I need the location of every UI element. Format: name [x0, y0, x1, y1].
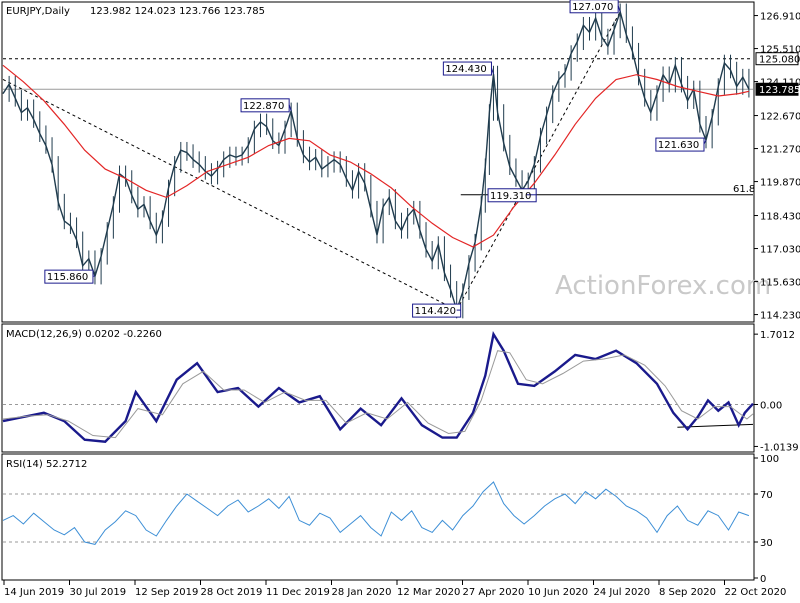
price-ytick-label: 119.870 [760, 178, 800, 189]
price-ytick-label: 122.670 [760, 112, 800, 123]
rsi-ytick-label: 30 [760, 538, 773, 549]
price-annotation-box [655, 137, 705, 152]
macd-ytick-label: -1.0139 [760, 442, 799, 453]
price-annotation-label: 119.310 [490, 191, 531, 202]
price-axis: 126.910125.510124.110122.670121.270119.8… [754, 12, 800, 322]
price-annotation-leader [490, 67, 494, 75]
date-tick-label: 27 Apr 2020 [463, 587, 525, 598]
date-tick-label: 14 Jun 2019 [4, 587, 64, 598]
date-tick-label: 12 Mar 2020 [397, 587, 460, 598]
price-axis-marker-box [755, 52, 799, 66]
price-axis-marker-label: 123.785 [759, 85, 800, 96]
macd-line [2, 330, 754, 443]
price-panel-frame [1, 1, 755, 323]
date-tick-label: 8 Sep 2020 [659, 587, 716, 598]
date-tick-label: 12 Sep 2019 [135, 587, 198, 598]
date-axis: 14 Jun 2019 30 Jul 2019 12 Sep 2019 28 Oct … [3, 580, 787, 598]
price-annotation-label: 114.420 [415, 306, 456, 317]
macd-panel-title: MACD(12,26,9) 0.0202 -0.2260 [6, 329, 162, 340]
moving-average-line [2, 64, 750, 248]
date-tick-label: 30 Jul 2019 [70, 587, 127, 598]
price-annotation-leader [703, 139, 707, 145]
rsi-ytick-label: 0 [760, 574, 766, 585]
date-tick-label: 10 Jun 2020 [528, 587, 588, 598]
rsi-axis: 100 70 30 0 [754, 454, 779, 585]
rsi-ytick-label: 100 [760, 454, 779, 465]
price-annotation-label: 121.630 [658, 140, 699, 151]
watermark: ActionForex.com [555, 271, 771, 301]
rsi-panel-title: RSI(14) 52.2712 [6, 459, 87, 470]
price-ytick-label: 125.510 [760, 45, 800, 56]
price-ytick-label: 121.270 [760, 145, 800, 156]
price-annotation-label: 127.070 [572, 2, 613, 13]
price-layer: 61.8 115.860 122.870 114.420 124.430 119.310 1… [2, 0, 755, 319]
price-ohlc-readout: 123.982 124.023 123.766 123.785 [90, 6, 265, 17]
price-axis-marker-box [755, 82, 799, 96]
price-annotation-label: 115.860 [47, 272, 88, 283]
macd-ytick-label: 1.7012 [760, 330, 795, 341]
fib-level-label: 61.8 [733, 184, 755, 195]
rsi-line [2, 481, 750, 545]
falling-trendline [2, 79, 457, 311]
price-ytick-label: 117.030 [760, 245, 800, 256]
rsi-ytick-label: 70 [760, 490, 773, 501]
date-tick-label: 28 Oct 2019 [201, 587, 263, 598]
price-axis-marker-label: 125.080 [759, 55, 800, 66]
macd-axis: 1.7012 0.00 -1.0139 [754, 330, 799, 453]
date-tick-label: 24 Jul 2020 [594, 587, 651, 598]
signal-line [2, 350, 754, 439]
rsi-panel-frame [1, 453, 755, 581]
price-ytick-label: 118.430 [760, 212, 800, 223]
date-tick-label: 28 Jan 2020 [332, 587, 392, 598]
macd-ytick-label: 0.00 [760, 401, 782, 412]
macd-panel-frame [1, 323, 755, 453]
price-ytick-label: 115.630 [760, 278, 800, 289]
price-series-line [2, 9, 750, 313]
date-tick-label: 22 Oct 2020 [725, 587, 787, 598]
price-ytick-label: 114.230 [760, 311, 800, 322]
price-ytick-label: 126.910 [760, 12, 800, 23]
rsi-layer [2, 481, 753, 545]
price-annotation-leader [288, 104, 292, 111]
price-annotation-label: 122.870 [243, 101, 284, 112]
macd-layer [2, 330, 754, 443]
price-annotation-label: 124.430 [445, 64, 486, 75]
price-annotation-leader [617, 5, 621, 12]
rising-trendline [456, 11, 621, 311]
price-panel-title: EURJPY,Daily [6, 6, 70, 17]
date-tick-label: 11 Dec 2019 [266, 587, 330, 598]
